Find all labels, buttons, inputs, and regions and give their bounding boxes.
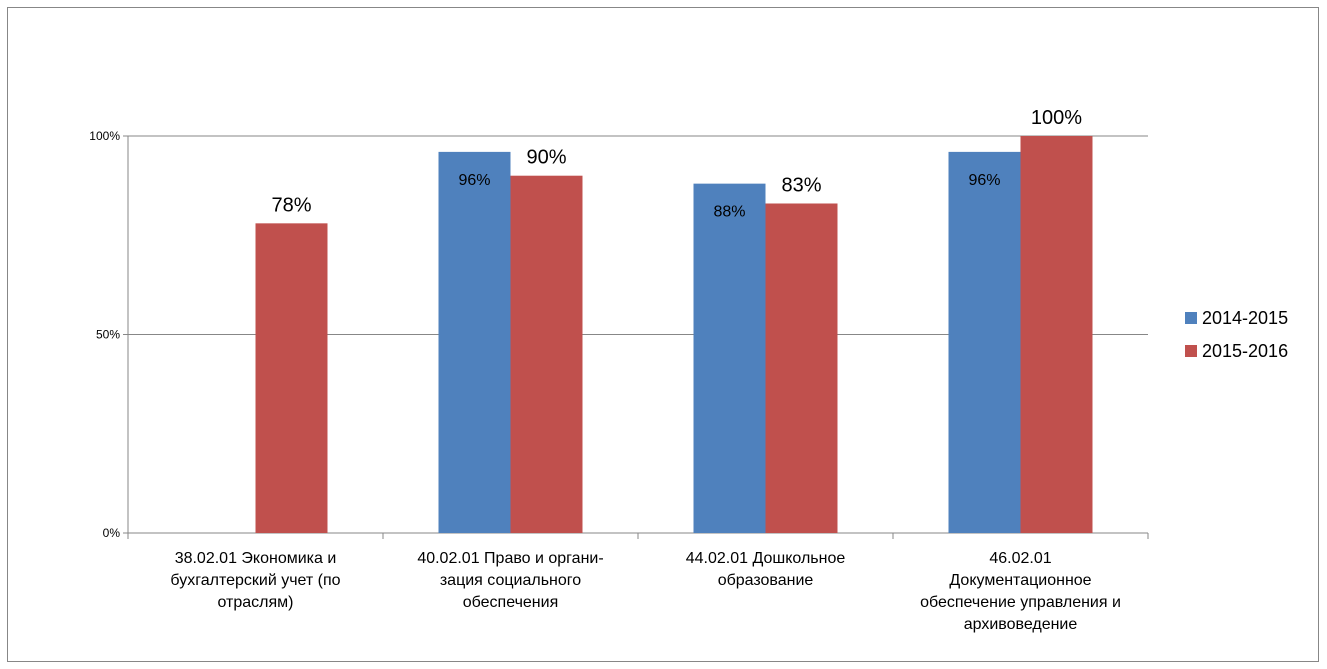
y-tick-label: 50% [96, 328, 120, 342]
y-tick-label: 0% [103, 526, 121, 540]
x-category-label-line: 44.02.01 Дошкольное [686, 550, 846, 567]
bar-2015-2016 [255, 223, 328, 533]
y-tick-label: 100% [89, 129, 120, 143]
x-category-label-line: 38.02.01 Экономика и [175, 550, 337, 567]
x-category-label-line: 40.02.01 Право и органи- [417, 550, 603, 567]
legend-label: 2014-2015 [1202, 308, 1288, 328]
x-category-label-line: 46.02.01 [989, 550, 1051, 567]
x-category-label: 44.02.01 Дошкольное образование [686, 550, 846, 589]
data-label: 78% [271, 194, 311, 216]
data-label: 88% [713, 204, 745, 221]
x-category-label-line: образование [718, 572, 814, 589]
legend-swatch [1185, 345, 1197, 357]
data-label: 96% [968, 172, 1000, 189]
x-category-label: 38.02.01 Экономика и бухгалтерский учет (… [170, 550, 340, 611]
data-label: 83% [781, 174, 821, 196]
bar-2015-2016 [510, 175, 583, 533]
x-category-label-line: архивоведение [964, 616, 1078, 633]
bar-2015-2016 [765, 203, 838, 534]
x-category-label-line: бухгалтерский учет (по [170, 572, 340, 589]
x-category-label-line: обеспечение управления и [920, 594, 1121, 611]
bar-2014-2015 [693, 183, 766, 533]
data-label: 100% [1031, 107, 1082, 129]
x-category-label-line: Документационное [949, 572, 1091, 589]
data-label: 96% [458, 172, 490, 189]
chart-frame: 0% 50% 100% 78% 38.02.01 Экономика и бухгалте… [7, 7, 1319, 662]
bar-chart: 0% 50% 100% 78% 38.02.01 Экономика и бухгалте… [89, 107, 1288, 633]
x-category-label-line: зация социального [440, 572, 581, 589]
x-category-label: 46.02.01 Документационное обеспечение упра… [920, 550, 1121, 633]
legend-swatch [1185, 312, 1197, 324]
data-label: 90% [526, 147, 566, 169]
bar-2014-2015 [438, 151, 511, 533]
bar-2015-2016 [1020, 136, 1093, 533]
legend-label: 2015-2016 [1202, 341, 1288, 361]
bar-2014-2015 [948, 151, 1021, 533]
x-category-label: 40.02.01 Право и органи-зация социальног… [417, 550, 603, 611]
x-category-label-line: отраслям) [218, 594, 294, 611]
x-category-label-line: обеспечения [463, 594, 558, 611]
